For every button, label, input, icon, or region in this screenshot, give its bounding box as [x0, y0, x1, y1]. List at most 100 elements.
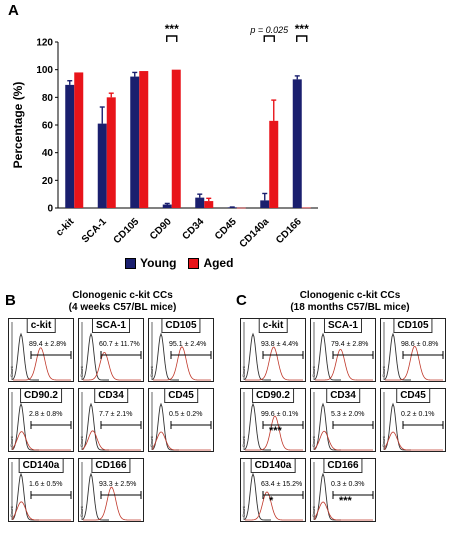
marker-curve	[314, 430, 373, 451]
bar-aged-cd34	[204, 201, 214, 208]
histogram-stat: 7.7 ± 2.1%	[99, 411, 133, 418]
bar-aged-cd105	[139, 71, 149, 208]
panel-c-letter: C	[236, 292, 247, 309]
isotype-control-curve	[244, 472, 271, 521]
histogram-marker-label: SCA-1	[91, 319, 131, 333]
count-axis-label: Count	[311, 436, 316, 447]
histogram-stat: 89.4 ± 2.8%	[29, 341, 67, 348]
bar-young-sca-1	[97, 123, 107, 208]
gate-bracket	[100, 491, 142, 499]
count-axis-label: Count	[381, 436, 386, 447]
histogram-stat: 79.4 ± 2.8%	[331, 341, 369, 348]
gate-bracket	[170, 351, 212, 359]
c-histogram-cd166: CD166 0.3 ± 0.3% *** Count	[310, 458, 376, 522]
isotype-control-curve	[244, 402, 271, 451]
panel-a-letter: A	[8, 2, 19, 19]
gate-bracket	[262, 351, 304, 359]
histogram-plot	[11, 392, 72, 451]
histogram-plot	[243, 322, 304, 381]
marker-curve	[13, 347, 71, 381]
bar-young-cd90	[162, 204, 172, 208]
histogram-significance: *	[269, 495, 274, 507]
legend: Young Aged	[125, 256, 233, 270]
count-axis-label: Count	[79, 436, 84, 447]
significance-label-cd166: ***	[295, 22, 309, 36]
marker-curve	[245, 415, 303, 451]
histogram-plot	[151, 322, 212, 381]
isotype-control-curve	[152, 332, 179, 381]
count-axis-label: Count	[9, 436, 14, 447]
histogram-stat: 60.7 ± 11.7%	[99, 341, 140, 348]
marker-curve	[153, 346, 211, 381]
histogram-plot	[243, 462, 304, 521]
x-tick-label-sca-1: SCA-1	[80, 216, 109, 245]
count-axis-label: Count	[9, 366, 14, 377]
gate-bracket	[332, 421, 374, 429]
x-tick-label-cd140a: CD140a	[238, 216, 272, 250]
panel-c-title: Clonogenic c-kit CCs (18 months C57/BL m…	[250, 290, 450, 314]
marker-curve	[315, 349, 373, 381]
gate-bracket	[262, 421, 304, 429]
histogram-marker-label: c-kit	[258, 319, 288, 333]
histogram-stat: 0.2 ± 0.1%	[401, 411, 435, 418]
isotype-control-curve	[244, 332, 271, 381]
y-tick-label: 60	[42, 121, 54, 132]
gate-bracket	[170, 421, 212, 429]
histogram-stat: 5.3 ± 2.0%	[331, 411, 365, 418]
histogram-plot	[313, 462, 374, 521]
b-histogram-cd105: CD105 95.1 ± 2.4% Count	[148, 318, 214, 382]
histogram-marker-label: CD90.2	[252, 389, 294, 403]
count-axis-label: Count	[149, 366, 154, 377]
gate-bracket	[100, 351, 142, 359]
histogram-marker-label: CD45	[396, 389, 430, 403]
histogram-plot	[81, 462, 142, 521]
histogram-stat: 1.6 ± 0.5%	[29, 481, 63, 488]
gate-bracket	[262, 491, 304, 499]
marker-curve	[82, 430, 141, 451]
gate-bracket	[30, 351, 72, 359]
legend-swatch-young	[125, 257, 136, 269]
gate-bracket	[402, 351, 444, 359]
histogram-marker-label: CD45	[164, 389, 198, 403]
gate-bracket	[332, 351, 374, 359]
isotype-control-curve	[82, 402, 109, 451]
gate-bracket	[332, 491, 374, 499]
gate-bracket	[100, 421, 142, 429]
histogram-stat: 63.4 ± 15.2%	[261, 481, 303, 488]
count-axis-label: Count	[311, 366, 316, 377]
gate-bracket	[30, 491, 72, 499]
histogram-marker-label: CD166	[323, 459, 363, 473]
x-tick-label-c-kit: c-kit	[54, 216, 77, 239]
count-axis-label: Count	[311, 506, 316, 517]
x-tick-label-cd34: CD34	[181, 216, 207, 242]
significance-bracket-cd166	[296, 35, 308, 42]
y-axis-label: Percentage (%)	[11, 82, 25, 169]
x-tick-label-cd90: CD90	[148, 216, 174, 242]
y-tick-label: 40	[42, 148, 54, 159]
count-axis-label: Count	[241, 436, 246, 447]
gate-bracket	[402, 421, 444, 429]
histogram-stat: 99.6 ± 0.1%	[261, 411, 299, 418]
count-axis-label: Count	[381, 366, 386, 377]
isotype-control-curve	[314, 332, 341, 381]
bar-young-cd140a	[260, 200, 270, 208]
b-histogram-c-kit: c-kit 89.4 ± 2.8% Count	[8, 318, 74, 382]
bar-aged-sca-1	[106, 97, 116, 208]
marker-curve	[152, 431, 211, 451]
y-tick-label: 80	[42, 93, 54, 104]
y-tick-label: 120	[36, 38, 53, 49]
histogram-plot	[11, 462, 72, 521]
significance-label-cd140a: p = 0.025	[249, 25, 289, 35]
histogram-marker-label: CD105	[393, 319, 433, 333]
histogram-marker-label: CD105	[161, 319, 201, 333]
marker-curve	[314, 501, 373, 521]
histogram-marker-label: SCA-1	[323, 319, 363, 333]
y-tick-label: 20	[42, 176, 54, 187]
b-histogram-cd34: CD34 7.7 ± 2.1% Count	[78, 388, 144, 452]
isotype-control-curve	[12, 332, 39, 381]
marker-curve	[384, 431, 443, 451]
gate-bracket	[30, 421, 72, 429]
c-histogram-sca-1: SCA-1 79.4 ± 2.8% Count	[310, 318, 376, 382]
bar-young-cd34	[195, 197, 205, 208]
histogram-stat: 93.8 ± 4.4%	[261, 341, 299, 348]
